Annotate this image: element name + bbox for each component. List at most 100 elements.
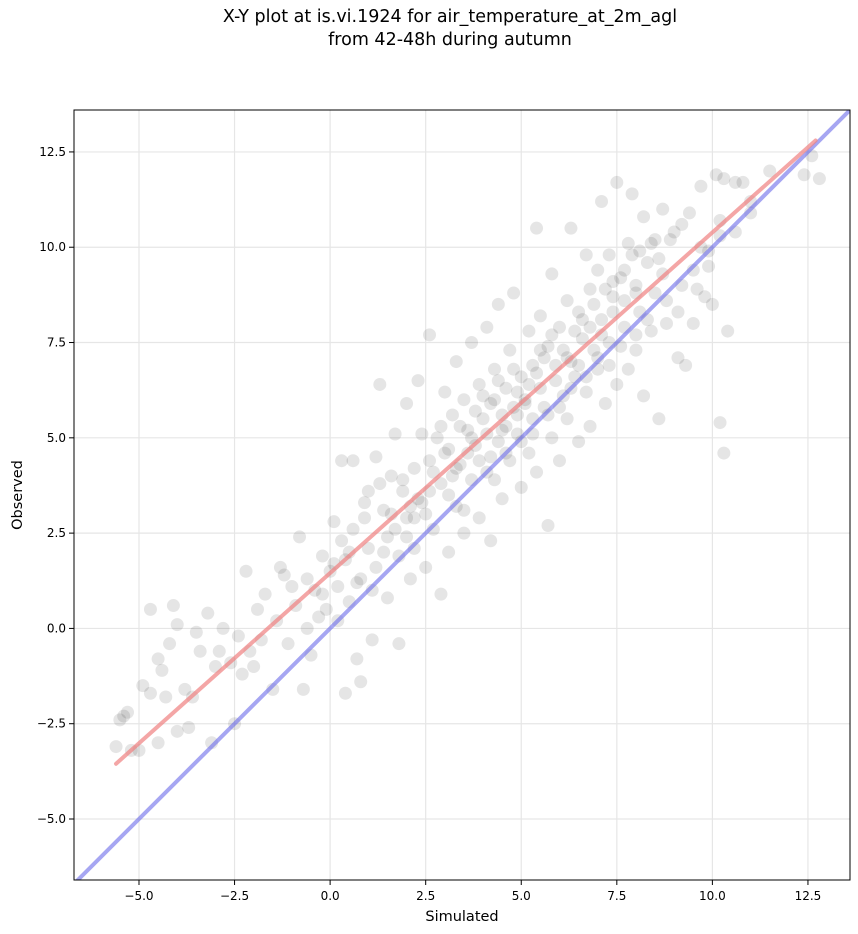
data-point xyxy=(315,549,329,563)
data-point xyxy=(350,576,364,590)
data-point xyxy=(136,679,150,693)
data-point xyxy=(533,343,547,357)
data-point xyxy=(503,454,517,468)
data-point xyxy=(350,652,364,666)
data-point xyxy=(449,355,463,369)
chart-title: X-Y plot at is.vi.1924 for air_temperatu… xyxy=(0,6,858,52)
y-tick-label: 5.0 xyxy=(47,431,66,445)
data-point xyxy=(434,587,448,601)
data-point xyxy=(476,412,490,426)
data-point xyxy=(151,652,165,666)
data-point xyxy=(545,431,559,445)
data-point xyxy=(514,480,528,494)
data-point xyxy=(682,206,696,220)
data-point xyxy=(545,267,559,281)
data-point xyxy=(400,511,414,525)
data-point xyxy=(445,469,459,483)
data-point xyxy=(694,179,708,193)
data-point xyxy=(572,435,586,449)
data-point xyxy=(491,374,505,388)
data-point xyxy=(656,202,670,216)
y-tick-label: 10.0 xyxy=(39,240,66,254)
data-point xyxy=(361,541,375,555)
data-point xyxy=(533,309,547,323)
data-point xyxy=(633,244,647,258)
data-point xyxy=(442,488,456,502)
data-point xyxy=(438,446,452,460)
data-point xyxy=(629,278,643,292)
data-point xyxy=(151,736,165,750)
data-point xyxy=(392,637,406,651)
data-point xyxy=(300,572,314,586)
data-point xyxy=(579,248,593,262)
data-point xyxy=(629,328,643,342)
data-point xyxy=(728,175,742,189)
data-point xyxy=(354,572,368,586)
data-point xyxy=(660,316,674,330)
data-point xyxy=(327,515,341,529)
data-point xyxy=(273,560,287,574)
data-point xyxy=(503,343,517,357)
data-point xyxy=(293,530,307,544)
data-point xyxy=(250,602,264,616)
x-tick-label: 2.5 xyxy=(416,889,435,903)
data-point xyxy=(629,343,643,357)
data-point xyxy=(335,454,349,468)
data-point xyxy=(461,423,475,437)
data-point xyxy=(606,290,620,304)
data-point xyxy=(487,473,501,487)
data-point xyxy=(373,377,387,391)
data-point xyxy=(155,663,169,677)
data-point xyxy=(530,366,544,380)
data-point xyxy=(721,324,735,338)
data-point xyxy=(315,587,329,601)
data-point xyxy=(472,377,486,391)
data-point xyxy=(644,236,658,250)
data-point xyxy=(491,297,505,311)
data-point xyxy=(109,740,123,754)
data-point xyxy=(575,313,589,327)
data-point xyxy=(652,252,666,266)
data-point xyxy=(671,351,685,365)
data-point xyxy=(468,404,482,418)
data-point xyxy=(484,534,498,548)
data-point xyxy=(484,450,498,464)
plot-frame xyxy=(73,109,851,881)
data-point xyxy=(369,560,383,574)
data-point xyxy=(495,492,509,506)
data-point xyxy=(499,381,513,395)
data-point xyxy=(812,172,826,186)
data-point xyxy=(541,339,555,353)
data-point xyxy=(499,419,513,433)
data-point xyxy=(652,412,666,426)
data-point xyxy=(621,236,635,250)
data-point xyxy=(143,686,157,700)
data-point xyxy=(346,522,360,536)
data-point xyxy=(487,362,501,376)
data-point xyxy=(434,477,448,491)
data-point xyxy=(358,511,372,525)
data-point xyxy=(568,324,582,338)
y-tick-label: 2.5 xyxy=(47,526,66,540)
data-point xyxy=(487,393,501,407)
data-point xyxy=(453,419,467,433)
data-point xyxy=(507,286,521,300)
data-point xyxy=(358,496,372,510)
data-point xyxy=(407,511,421,525)
data-point xyxy=(189,625,203,639)
data-point xyxy=(564,221,578,235)
data-point xyxy=(537,351,551,365)
data-point xyxy=(530,465,544,479)
data-point xyxy=(423,328,437,342)
data-point xyxy=(598,397,612,411)
data-point xyxy=(637,210,651,224)
data-point xyxy=(346,454,360,468)
data-point xyxy=(709,168,723,182)
data-point xyxy=(361,484,375,498)
x-tick-label: 0.0 xyxy=(321,889,340,903)
data-point xyxy=(465,431,479,445)
data-point xyxy=(312,610,326,624)
data-point xyxy=(400,397,414,411)
data-point xyxy=(606,275,620,289)
